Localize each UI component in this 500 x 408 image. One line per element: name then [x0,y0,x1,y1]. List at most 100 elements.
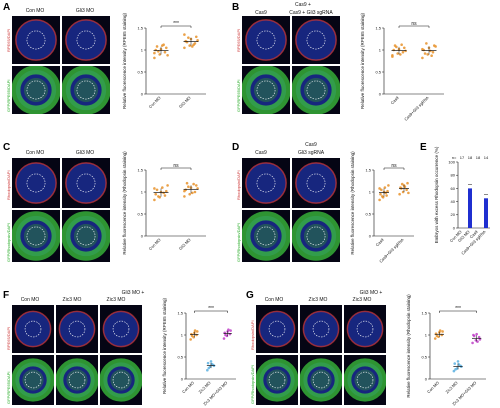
x-tick-label: Con MO [148,95,162,109]
axis-line [383,28,444,95]
significance-label: ns [411,21,417,27]
panel-c-letter: C [3,142,11,153]
data-point [229,329,232,332]
panel-f-letter: F [3,290,10,301]
data-point [183,195,186,198]
data-point [379,192,382,196]
significance-bracket [194,310,228,313]
data-point [209,360,213,363]
data-point [162,43,165,47]
micro-image [292,66,340,114]
data-point [396,52,399,55]
data-point [471,341,474,345]
axis-line [145,28,206,95]
significance-label: ns [173,163,179,169]
y-tick-label: 0 [141,233,144,238]
data-point [430,54,433,58]
n-label: n= [452,155,457,160]
y-axis-title: Embryos with excess Rhodopsin occurrence… [434,146,439,243]
bar [468,188,472,228]
data-point [401,50,405,54]
data-point [222,337,226,340]
data-point [187,185,190,189]
y-tick-label: 1.5 [365,167,371,172]
chart-d: Relative fluorescence intensity (Rhodops… [348,151,418,264]
data-point [453,362,457,365]
significance-bracket [439,310,477,313]
data-point [433,337,437,340]
data-point [195,330,199,333]
data-point [385,194,388,197]
y-tick-label: 0.5 [137,211,143,216]
panel-d-col2-label: Gli3 sgRNA [297,150,325,156]
y-tick-label: 0 [369,233,372,238]
micro-image [242,210,290,262]
data-point [207,366,211,370]
y-axis-title: Relative fluorescence intensity (Rhodops… [406,294,411,398]
chart-e: Embryos with excess Rhodopsin occurrence… [432,146,494,256]
panel-b-col1-label: Cas9 [255,10,267,16]
micro-image [256,305,298,353]
x-tick-label: Con MO [181,380,195,394]
panel-a-col1-label: Con MO [25,8,45,14]
y-tick-label: 1 [379,47,382,52]
significance-bracket [383,167,405,170]
significance-label: *** [208,306,214,312]
panel-f-row1-label: RPE65/DAPI [6,326,11,350]
data-point [191,191,194,195]
significance-label: *** [455,306,461,312]
data-point [164,46,168,50]
data-point [441,330,444,333]
data-point [387,184,390,187]
n-label: 18 [476,155,481,160]
data-point [153,56,156,60]
panel-g-letter: G [246,290,254,301]
y-tick-label: 40 [451,199,456,204]
data-point [477,335,481,339]
data-point [194,184,198,187]
data-point [206,361,210,365]
x-tick-label: Zic3 MO [444,380,458,394]
y-tick-label: 80 [451,173,456,178]
panel-b-col2-label: Cas9 + Gli3 sgRNA [289,10,333,16]
micro-image [56,355,98,405]
data-point [188,192,191,196]
data-point [423,52,427,55]
panel-g-row1-label: Rhodopsin/DAPI [250,320,255,350]
data-point [193,329,197,332]
x-tick-label: Gli3 MO [178,237,192,251]
y-tick-label: 20 [451,212,456,217]
data-point [196,39,199,42]
x-tick-label: Cas9 [375,237,386,248]
y-tick-label: 0 [141,91,144,96]
y-tick-label: 0.5 [375,69,381,74]
data-point [380,195,384,198]
panel-a-col2-label: Gli3 MO [75,8,95,14]
y-tick-label: 0.5 [177,354,183,359]
data-point [183,46,186,50]
panel-c-col2-label: Gli3 MO [75,150,95,156]
micro-image [62,210,110,262]
panel-a-row2-label: GFP/RPE65/DAPI [6,79,11,112]
x-tick-label: Con MO [426,380,440,394]
data-point [402,46,406,50]
chart-b: Relative fluorescence intensity (RPE65 s… [358,12,448,122]
data-point [434,45,437,48]
y-tick-label: 0.5 [421,354,427,359]
panel-f-row2-label: GFP/RPE65/DAPI [6,371,11,404]
y-tick-label: 1 [141,189,144,194]
panel-f-col1-label: Con MO [20,297,40,303]
data-point [224,333,227,337]
n-label: 18 [468,155,473,160]
data-point [405,188,408,192]
data-point [163,194,167,197]
panel-d-top-label: Cas9 [305,142,317,148]
axis-line [185,313,236,380]
data-point [456,360,460,363]
x-tick-label: Zic3 MO [197,380,211,394]
chart-c: Relative fluorescence intensity (Rhodops… [120,151,210,260]
data-point [398,192,401,196]
data-point [391,53,394,57]
y-tick-label: 0 [181,376,184,381]
panel-d-col1-label: Cas9 [255,150,267,156]
